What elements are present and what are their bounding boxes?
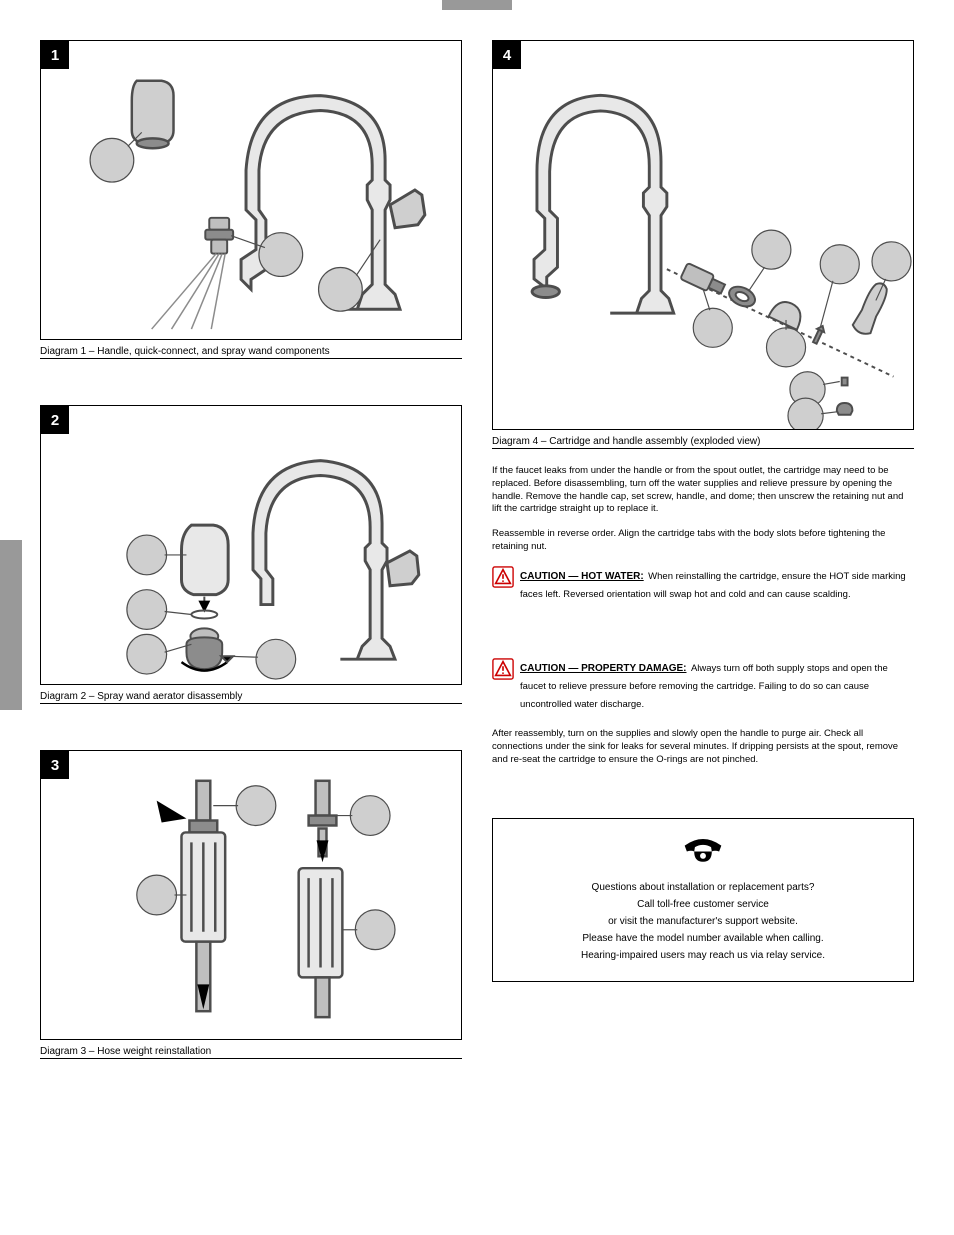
figure-4-caption: Diagram 4 – Cartridge and handle assembl…: [492, 436, 914, 449]
figure-4-svg: [493, 41, 913, 429]
contact-box: Questions about installation or replacem…: [492, 818, 914, 982]
warning-1-head: CAUTION — HOT WATER:: [520, 571, 644, 582]
telephone-icon: [681, 835, 725, 865]
warning-2: CAUTION — PROPERTY DAMAGE: Always turn o…: [492, 658, 914, 712]
paragraph-after-warnings: After reassembly, turn on the supplies a…: [492, 728, 914, 766]
figure-1-caption: Diagram 1 – Handle, quick-connect, and s…: [40, 346, 462, 359]
figure-4: 4: [492, 40, 914, 430]
contact-line-1: Questions about installation or replacem…: [509, 880, 897, 895]
figure-2-caption: Diagram 2 – Spray wand aerator disassemb…: [40, 691, 462, 704]
figure-number: 4: [493, 41, 521, 69]
figure-3-svg: [41, 751, 461, 1039]
right-column: 4: [492, 40, 914, 1075]
figure-2: 2: [40, 405, 462, 685]
warning-icon: [492, 566, 514, 588]
figure-1-svg: [41, 41, 461, 339]
paragraph-cartridge-2: Reassemble in reverse order. Align the c…: [492, 528, 914, 554]
contact-line-4: Please have the model number available w…: [509, 931, 897, 946]
contact-line-5: Hearing-impaired users may reach us via …: [509, 948, 897, 963]
warning-2-head: CAUTION — PROPERTY DAMAGE:: [520, 663, 687, 674]
contact-line-3: or visit the manufacturer's support webs…: [509, 914, 897, 929]
side-tab: [0, 540, 22, 710]
header-bar: [442, 0, 512, 10]
figure-1: 1: [40, 40, 462, 340]
left-column: 1: [40, 40, 462, 1075]
figure-number: 1: [41, 41, 69, 69]
contact-line-2: Call toll-free customer service: [509, 897, 897, 912]
warning-2-text: CAUTION — PROPERTY DAMAGE: Always turn o…: [520, 658, 914, 712]
figure-number: 2: [41, 406, 69, 434]
figure-number: 3: [41, 751, 69, 779]
figure-3: 3: [40, 750, 462, 1040]
figure-3-caption: Diagram 3 – Hose weight reinstallation: [40, 1046, 462, 1059]
content-columns: 1: [40, 40, 914, 1075]
warning-1-text: CAUTION — HOT WATER: When reinstalling t…: [520, 566, 914, 602]
warning-icon: [492, 658, 514, 680]
page: 1: [0, 0, 954, 1235]
paragraph-cartridge-1: If the faucet leaks from under the handl…: [492, 465, 914, 516]
warning-1: CAUTION — HOT WATER: When reinstalling t…: [492, 566, 914, 602]
figure-2-svg: [41, 406, 461, 684]
